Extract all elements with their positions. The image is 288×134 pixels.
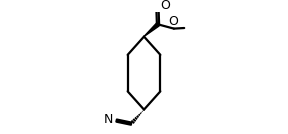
Text: N: N (104, 113, 113, 126)
Text: O: O (168, 15, 178, 28)
Text: O: O (160, 0, 170, 12)
Polygon shape (144, 23, 159, 37)
